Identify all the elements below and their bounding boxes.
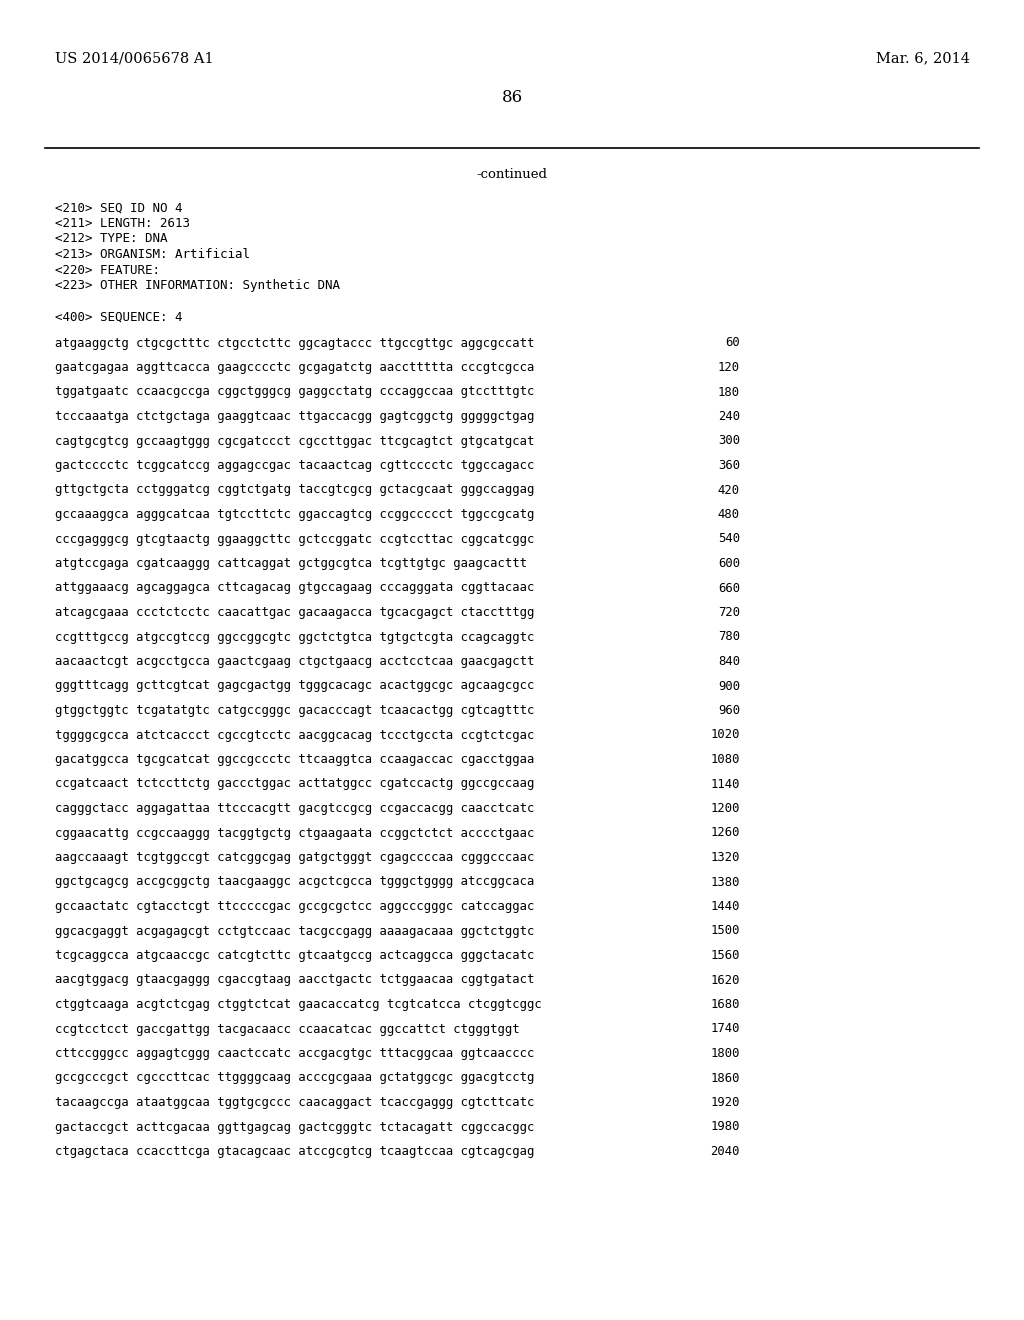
Text: aagccaaagt tcgtggccgt catcggcgag gatgctgggt cgagccccaa cgggcccaac: aagccaaagt tcgtggccgt catcggcgag gatgctg… — [55, 851, 535, 865]
Text: ccgtcctcct gaccgattgg tacgacaacc ccaacatcac ggccattct ctgggtggt: ccgtcctcct gaccgattgg tacgacaacc ccaacat… — [55, 1023, 519, 1035]
Text: 1800: 1800 — [711, 1047, 740, 1060]
Text: gactaccgct acttcgacaa ggttgagcag gactcgggtc tctacagatt cggccacggc: gactaccgct acttcgacaa ggttgagcag gactcgg… — [55, 1121, 535, 1134]
Text: 1680: 1680 — [711, 998, 740, 1011]
Text: atgtccgaga cgatcaaggg cattcaggat gctggcgtca tcgttgtgc gaagcacttt: atgtccgaga cgatcaaggg cattcaggat gctggcg… — [55, 557, 527, 570]
Text: <211> LENGTH: 2613: <211> LENGTH: 2613 — [55, 216, 190, 230]
Text: cccgagggcg gtcgtaactg ggaaggcttc gctccggatc ccgtccttac cggcatcggc: cccgagggcg gtcgtaactg ggaaggcttc gctccgg… — [55, 532, 535, 545]
Text: 60: 60 — [725, 337, 740, 350]
Text: aacaactcgt acgcctgcca gaactcgaag ctgctgaacg acctcctcaa gaacgagctt: aacaactcgt acgcctgcca gaactcgaag ctgctga… — [55, 655, 535, 668]
Text: ctgagctaca ccaccttcga gtacagcaac atccgcgtcg tcaagtccaa cgtcagcgag: ctgagctaca ccaccttcga gtacagcaac atccgcg… — [55, 1144, 535, 1158]
Text: ggctgcagcg accgcggctg taacgaaggc acgctcgcca tgggctgggg atccggcaca: ggctgcagcg accgcggctg taacgaaggc acgctcg… — [55, 875, 535, 888]
Text: 300: 300 — [718, 434, 740, 447]
Text: cagggctacc aggagattaa ttcccacgtt gacgtccgcg ccgaccacgg caacctcatc: cagggctacc aggagattaa ttcccacgtt gacgtcc… — [55, 803, 535, 814]
Text: 840: 840 — [718, 655, 740, 668]
Text: 1080: 1080 — [711, 752, 740, 766]
Text: <400> SEQUENCE: 4: <400> SEQUENCE: 4 — [55, 310, 182, 323]
Text: <210> SEQ ID NO 4: <210> SEQ ID NO 4 — [55, 202, 182, 214]
Text: 180: 180 — [718, 385, 740, 399]
Text: 1860: 1860 — [711, 1072, 740, 1085]
Text: 540: 540 — [718, 532, 740, 545]
Text: gccaaaggca agggcatcaa tgtccttctc ggaccagtcg ccggccccct tggccgcatg: gccaaaggca agggcatcaa tgtccttctc ggaccag… — [55, 508, 535, 521]
Text: 480: 480 — [718, 508, 740, 521]
Text: atgaaggctg ctgcgctttc ctgcctcttc ggcagtaccc ttgccgttgc aggcgccatt: atgaaggctg ctgcgctttc ctgcctcttc ggcagta… — [55, 337, 535, 350]
Text: 1260: 1260 — [711, 826, 740, 840]
Text: 1200: 1200 — [711, 803, 740, 814]
Text: Mar. 6, 2014: Mar. 6, 2014 — [876, 51, 970, 65]
Text: 240: 240 — [718, 411, 740, 422]
Text: 1320: 1320 — [711, 851, 740, 865]
Text: attggaaacg agcaggagca cttcagacag gtgccagaag cccagggata cggttacaac: attggaaacg agcaggagca cttcagacag gtgccag… — [55, 582, 535, 594]
Text: US 2014/0065678 A1: US 2014/0065678 A1 — [55, 51, 214, 65]
Text: tcgcaggcca atgcaaccgc catcgtcttc gtcaatgccg actcaggcca gggctacatc: tcgcaggcca atgcaaccgc catcgtcttc gtcaatg… — [55, 949, 535, 962]
Text: <220> FEATURE:: <220> FEATURE: — [55, 264, 160, 276]
Text: ctggtcaaga acgtctcgag ctggtctcat gaacaccatcg tcgtcatcca ctcggtcggc: ctggtcaaga acgtctcgag ctggtctcat gaacacc… — [55, 998, 542, 1011]
Text: 2040: 2040 — [711, 1144, 740, 1158]
Text: 1620: 1620 — [711, 974, 740, 986]
Text: 1920: 1920 — [711, 1096, 740, 1109]
Text: tacaagccga ataatggcaa tggtgcgccc caacaggact tcaccgaggg cgtcttcatc: tacaagccga ataatggcaa tggtgcgccc caacagg… — [55, 1096, 535, 1109]
Text: ggcacgaggt acgagagcgt cctgtccaac tacgccgagg aaaagacaaa ggctctggtc: ggcacgaggt acgagagcgt cctgtccaac tacgccg… — [55, 924, 535, 937]
Text: tcccaaatga ctctgctaga gaaggtcaac ttgaccacgg gagtcggctg gggggctgag: tcccaaatga ctctgctaga gaaggtcaac ttgacca… — [55, 411, 535, 422]
Text: -continued: -continued — [476, 169, 548, 181]
Text: 780: 780 — [718, 631, 740, 644]
Text: cttccgggcc aggagtcggg caactccatc accgacgtgc tttacggcaa ggtcaacccc: cttccgggcc aggagtcggg caactccatc accgacg… — [55, 1047, 535, 1060]
Text: gactcccctc tcggcatccg aggagccgac tacaactcag cgttcccctc tggccagacc: gactcccctc tcggcatccg aggagccgac tacaact… — [55, 459, 535, 473]
Text: 900: 900 — [718, 680, 740, 693]
Text: 1500: 1500 — [711, 924, 740, 937]
Text: gtggctggtc tcgatatgtc catgccgggc gacacccagt tcaacactgg cgtcagtttc: gtggctggtc tcgatatgtc catgccgggc gacaccc… — [55, 704, 535, 717]
Text: 1560: 1560 — [711, 949, 740, 962]
Text: 1740: 1740 — [711, 1023, 740, 1035]
Text: atcagcgaaa ccctctcctc caacattgac gacaagacca tgcacgagct ctacctttgg: atcagcgaaa ccctctcctc caacattgac gacaaga… — [55, 606, 535, 619]
Text: cggaacattg ccgccaaggg tacggtgctg ctgaagaata ccggctctct acccctgaac: cggaacattg ccgccaaggg tacggtgctg ctgaaga… — [55, 826, 535, 840]
Text: 1140: 1140 — [711, 777, 740, 791]
Text: 360: 360 — [718, 459, 740, 473]
Text: 1980: 1980 — [711, 1121, 740, 1134]
Text: tggatgaatc ccaacgccga cggctgggcg gaggcctatg cccaggccaa gtcctttgtc: tggatgaatc ccaacgccga cggctgggcg gaggcct… — [55, 385, 535, 399]
Text: 1440: 1440 — [711, 900, 740, 913]
Text: gccaactatc cgtacctcgt ttcccccgac gccgcgctcc aggcccgggc catccaggac: gccaactatc cgtacctcgt ttcccccgac gccgcgc… — [55, 900, 535, 913]
Text: 420: 420 — [718, 483, 740, 496]
Text: 120: 120 — [718, 360, 740, 374]
Text: 600: 600 — [718, 557, 740, 570]
Text: gttgctgcta cctgggatcg cggtctgatg taccgtcgcg gctacgcaat gggccaggag: gttgctgcta cctgggatcg cggtctgatg taccgtc… — [55, 483, 535, 496]
Text: cagtgcgtcg gccaagtggg cgcgatccct cgccttggac ttcgcagtct gtgcatgcat: cagtgcgtcg gccaagtggg cgcgatccct cgccttg… — [55, 434, 535, 447]
Text: 1020: 1020 — [711, 729, 740, 742]
Text: aacgtggacg gtaacgaggg cgaccgtaag aacctgactc tctggaacaa cggtgatact: aacgtggacg gtaacgaggg cgaccgtaag aacctga… — [55, 974, 535, 986]
Text: <213> ORGANISM: Artificial: <213> ORGANISM: Artificial — [55, 248, 250, 261]
Text: ccgtttgccg atgccgtccg ggccggcgtc ggctctgtca tgtgctcgta ccagcaggtc: ccgtttgccg atgccgtccg ggccggcgtc ggctctg… — [55, 631, 535, 644]
Text: <223> OTHER INFORMATION: Synthetic DNA: <223> OTHER INFORMATION: Synthetic DNA — [55, 279, 340, 292]
Text: gacatggcca tgcgcatcat ggccgccctc ttcaaggtca ccaagaccac cgacctggaa: gacatggcca tgcgcatcat ggccgccctc ttcaagg… — [55, 752, 535, 766]
Text: gccgcccgct cgcccttcac ttggggcaag acccgcgaaa gctatggcgc ggacgtcctg: gccgcccgct cgcccttcac ttggggcaag acccgcg… — [55, 1072, 535, 1085]
Text: tggggcgcca atctcaccct cgccgtcctc aacggcacag tccctgccta ccgtctcgac: tggggcgcca atctcaccct cgccgtcctc aacggca… — [55, 729, 535, 742]
Text: gggtttcagg gcttcgtcat gagcgactgg tgggcacagc acactggcgc agcaagcgcc: gggtttcagg gcttcgtcat gagcgactgg tgggcac… — [55, 680, 535, 693]
Text: 86: 86 — [502, 90, 522, 107]
Text: ccgatcaact tctccttctg gaccctggac acttatggcc cgatccactg ggccgccaag: ccgatcaact tctccttctg gaccctggac acttatg… — [55, 777, 535, 791]
Text: 720: 720 — [718, 606, 740, 619]
Text: 960: 960 — [718, 704, 740, 717]
Text: <212> TYPE: DNA: <212> TYPE: DNA — [55, 232, 168, 246]
Text: gaatcgagaa aggttcacca gaagcccctc gcgagatctg aaccttttta cccgtcgcca: gaatcgagaa aggttcacca gaagcccctc gcgagat… — [55, 360, 535, 374]
Text: 660: 660 — [718, 582, 740, 594]
Text: 1380: 1380 — [711, 875, 740, 888]
